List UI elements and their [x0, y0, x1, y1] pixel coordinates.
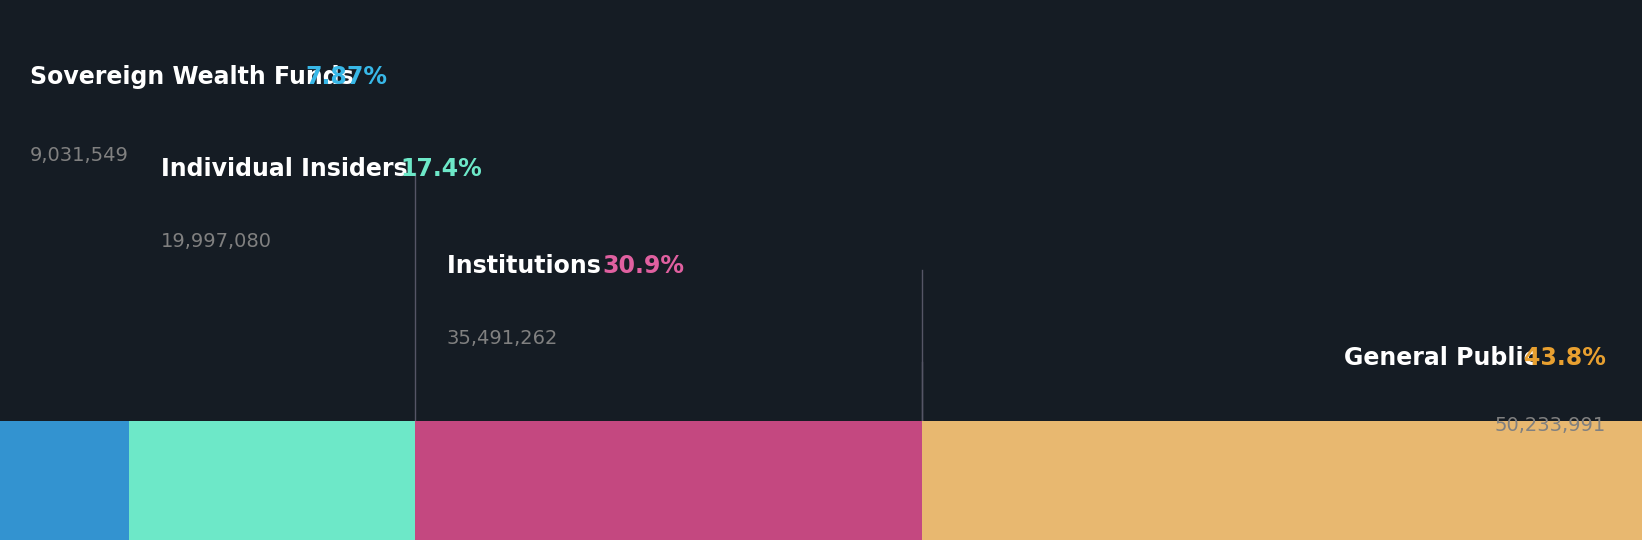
Text: 9,031,549: 9,031,549 — [30, 146, 128, 165]
Text: Institutions: Institutions — [447, 254, 609, 278]
Bar — [923, 421, 1642, 540]
Text: General Public: General Public — [1345, 346, 1547, 369]
Text: 19,997,080: 19,997,080 — [161, 232, 273, 251]
Text: 30.9%: 30.9% — [603, 254, 685, 278]
Text: 50,233,991: 50,233,991 — [1494, 416, 1606, 435]
Text: 43.8%: 43.8% — [1524, 346, 1606, 369]
Bar — [0, 421, 130, 540]
Text: Sovereign Wealth Funds: Sovereign Wealth Funds — [30, 65, 361, 89]
Bar — [415, 421, 923, 540]
Text: 7.87%: 7.87% — [305, 65, 388, 89]
Text: Individual Insiders: Individual Insiders — [161, 157, 415, 180]
Text: 17.4%: 17.4% — [401, 157, 483, 180]
Bar — [130, 421, 415, 540]
Text: 35,491,262: 35,491,262 — [447, 329, 558, 348]
